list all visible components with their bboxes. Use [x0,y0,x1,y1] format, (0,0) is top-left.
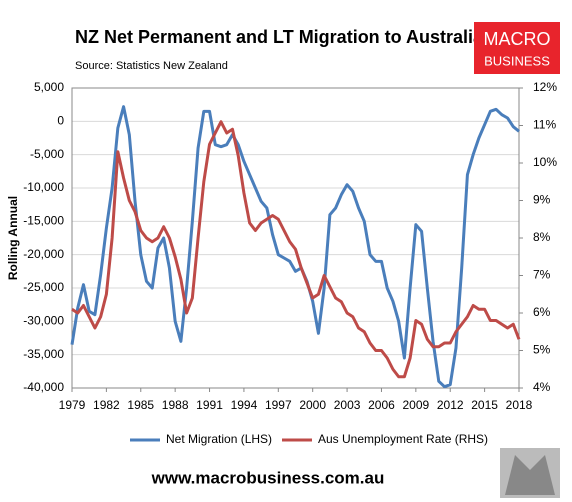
wolf-shape [505,455,555,495]
logo-text: BUSINESS [484,53,550,68]
y-axis-label: Rolling Annual [6,196,20,280]
x-tick-label: 2003 [334,398,361,412]
y2-tick-label: 6% [533,305,551,319]
logo-text: MACRO [484,29,551,49]
y-tick-label: -15,000 [23,214,64,228]
series-line [71,120,521,379]
y2-tick-label: 9% [533,193,551,207]
footer: www.macrobusiness.com.au [151,468,385,487]
legend-label: Net Migration (LHS) [166,432,272,446]
x-tick-label: 1994 [231,398,258,412]
x-tick-label: 2012 [437,398,464,412]
x-tick-label: 1985 [127,398,154,412]
x-tick-label: 1997 [265,398,292,412]
y-tick-label: -30,000 [23,314,64,328]
x-tick-label: 2015 [471,398,498,412]
y-tick-label: 5,000 [34,80,64,94]
y-tick-label: 0 [57,114,64,128]
y-tick-label: -10,000 [23,180,64,194]
x-tick-label: 1988 [162,398,189,412]
chart-subtitle: Source: Statistics New Zealand [75,60,228,72]
chart-title: NZ Net Permanent and LT Migration to Aus… [75,27,484,47]
series-line [70,105,520,389]
x-tick-label: 2006 [368,398,395,412]
y2-tick-label: 12% [533,80,557,94]
x-tick-label: 2009 [402,398,429,412]
y2-tick-label: 7% [533,268,551,282]
y2-tick-label: 11% [533,118,556,132]
y-tick-label: -5,000 [30,147,64,161]
x-tick-label: 1991 [196,398,223,412]
y-tick-label: -35,000 [23,347,64,361]
x-tick-label: 2000 [299,398,326,412]
plot-frame [71,87,520,389]
legend-label: Aus Unemployment Rate (RHS) [318,432,488,446]
y-tick-label: -40,000 [23,380,64,394]
x-tick-label: 1982 [93,398,120,412]
x-tick-label: 2018 [506,398,533,412]
y-tick-label: -20,000 [23,247,64,261]
y2-tick-label: 10% [533,155,557,169]
logo-box [474,22,560,74]
y2-tick-label: 5% [533,343,551,357]
y2-tick-label: 8% [533,230,551,244]
x-tick-label: 1979 [59,398,86,412]
y-tick-label: -25,000 [23,280,64,294]
y2-tick-label: 4% [533,380,551,394]
